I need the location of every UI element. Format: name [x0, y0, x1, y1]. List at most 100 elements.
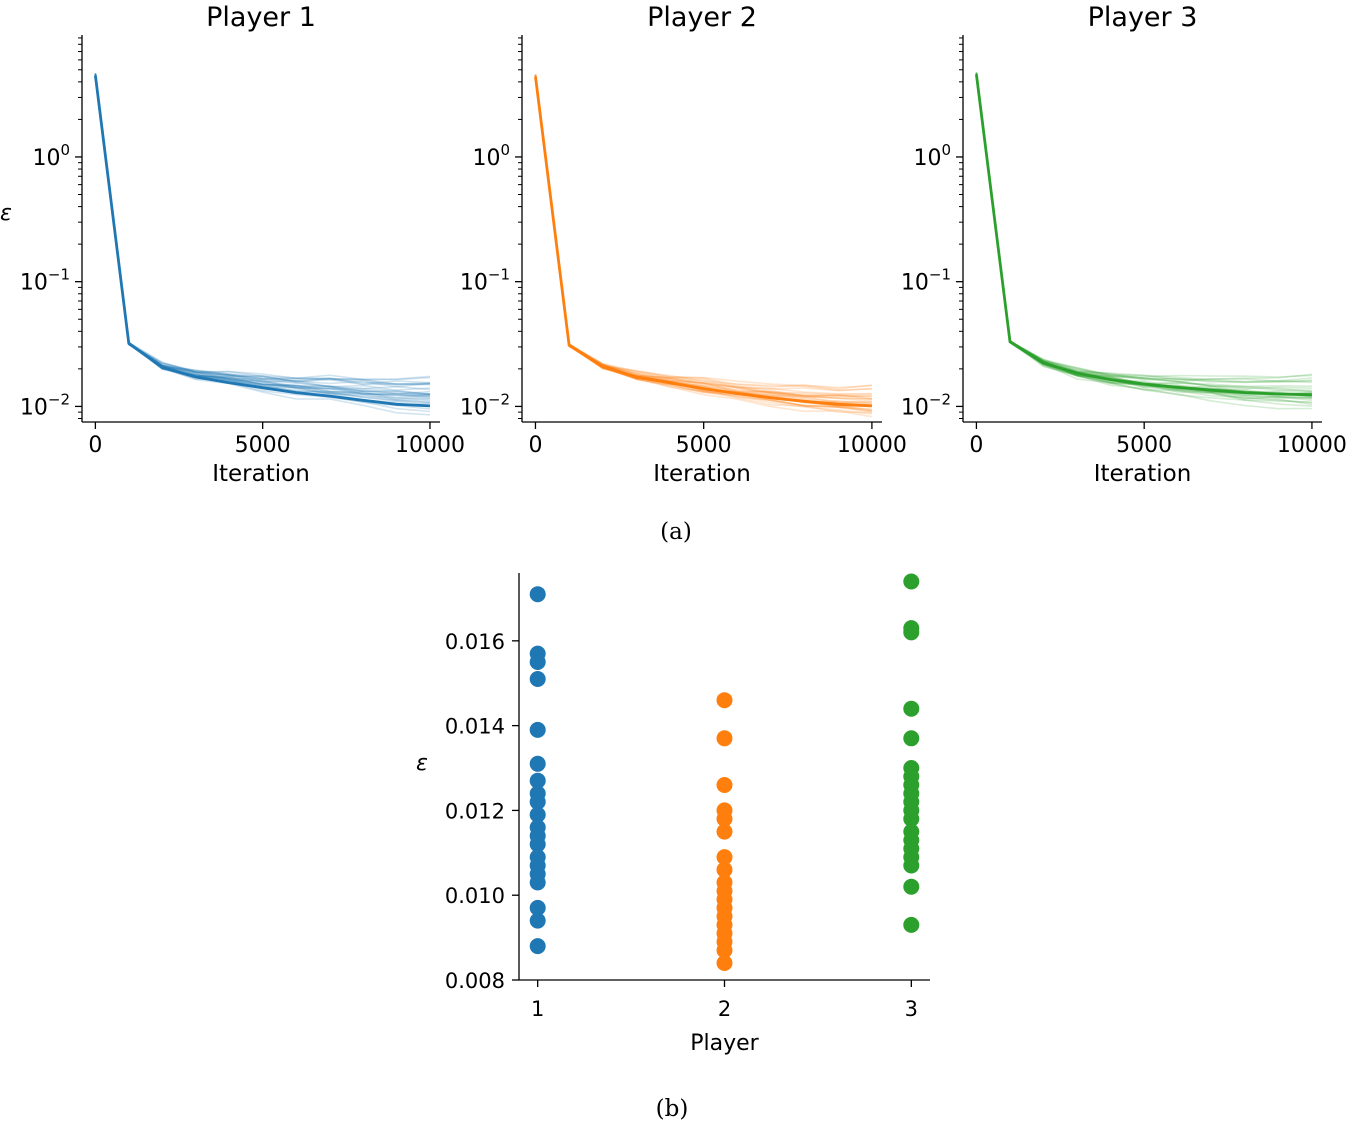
run-line: [94, 77, 431, 395]
y-tick-label: 0.008: [445, 969, 505, 993]
y-tick-label: 100: [913, 141, 951, 171]
x-axis-label: Iteration: [1094, 461, 1192, 487]
run-line: [94, 72, 431, 395]
run-line: [94, 74, 431, 395]
run-line: [94, 78, 431, 396]
run-line: [975, 75, 1312, 388]
line-chart-player-1: 100 10−1 10−2 0 5000 10000 Player 1 Iteration ε: [0, 2, 465, 487]
run-line: [94, 74, 431, 395]
run-line: [975, 75, 1312, 397]
caption-b: (b): [656, 1096, 689, 1122]
run-line: [975, 72, 1312, 399]
run-line: [975, 72, 1312, 397]
run-line: [534, 76, 872, 398]
y-tick-label: 10−2: [20, 390, 70, 420]
run-line: [534, 74, 873, 412]
scatter-point-player-1: [529, 755, 546, 772]
run-line: [534, 78, 872, 392]
run-line: [94, 74, 431, 397]
run-line: [534, 79, 872, 415]
run-line: [534, 74, 872, 403]
run-line: [94, 75, 431, 401]
scatter-point-player-1: [529, 772, 546, 789]
scatter-point-player-2: [716, 777, 733, 793]
run-line: [975, 73, 1312, 383]
scatter-point-player-2: [716, 810, 733, 827]
y-tick-label: 10−1: [901, 266, 951, 296]
scatter-point-player-2: [716, 692, 733, 709]
run-line: [975, 71, 1312, 390]
y-tick-label: 100: [472, 141, 510, 171]
run-line: [975, 74, 1312, 392]
mean-line: [975, 74, 1312, 397]
run-line: [975, 73, 1312, 395]
scatter-point-player-1: [529, 836, 546, 853]
chart-title: Player 2: [647, 2, 757, 33]
run-line: [94, 73, 431, 386]
run-line: [94, 74, 431, 413]
scatter-point-player-3: [903, 730, 920, 747]
y-tick-label: 0.016: [445, 630, 505, 654]
run-line: [94, 76, 431, 391]
run-line: [94, 73, 431, 386]
run-line: [534, 74, 872, 400]
run-line: [534, 75, 873, 418]
y-tick-label: 0.010: [445, 884, 505, 908]
run-line: [975, 74, 1312, 393]
run-line: [94, 74, 431, 381]
mean-line: [94, 75, 431, 408]
run-line: [975, 72, 1312, 410]
run-line: [94, 78, 431, 398]
scatter-point-player-3: [903, 878, 920, 895]
scatter-point-player-2: [716, 955, 733, 971]
x-tick-label: 0: [88, 433, 102, 458]
run-line: [94, 74, 431, 388]
run-line: [975, 74, 1312, 396]
x-tick-label: 10000: [395, 433, 465, 458]
scatter-point-player-1: [529, 721, 546, 738]
mean-line: [534, 76, 872, 408]
x-tick-label: 1: [531, 997, 544, 1021]
scatter-point-player-2: [716, 849, 733, 866]
run-line: [94, 73, 431, 385]
run-line: [534, 77, 872, 411]
run-line: [534, 74, 872, 401]
run-line: [94, 75, 431, 400]
y-axis-label: ε: [416, 751, 428, 776]
scatter-point-player-1: [529, 912, 546, 929]
caption-a: (a): [660, 519, 692, 545]
run-line: [94, 76, 431, 399]
x-tick-label: 3: [905, 997, 918, 1021]
scatter-point-player-3: [903, 916, 920, 933]
scatter-point-player-2: [716, 823, 733, 840]
x-tick-label: 5000: [1116, 433, 1172, 458]
chart-title: Player 1: [206, 2, 316, 33]
run-line: [534, 76, 872, 397]
chart-title: Player 3: [1088, 2, 1198, 33]
x-tick-label: 5000: [235, 433, 291, 458]
scatter-point-player-2: [716, 942, 733, 959]
x-tick-label: 0: [528, 433, 542, 458]
run-line: [534, 75, 872, 400]
y-axis-label: ε: [0, 201, 12, 226]
scatter-point-player-2: [716, 730, 733, 747]
y-tick-label: 10−2: [460, 390, 510, 420]
run-line: [975, 73, 1312, 398]
run-line: [94, 77, 431, 397]
run-line: [534, 76, 872, 396]
run-line: [975, 72, 1312, 381]
scatter-chart: 0.008 0.010 0.012 0.014 0.016 1 2 3 Player ε: [416, 573, 930, 1056]
run-line: [975, 74, 1312, 399]
x-tick-label: 2: [718, 997, 731, 1021]
y-tick-label: 10−1: [460, 266, 510, 296]
run-line: [94, 77, 431, 381]
run-line: [975, 74, 1312, 397]
x-tick-label: 0: [969, 433, 983, 458]
y-tick-label: 100: [32, 141, 70, 171]
scatter-point-player-1: [529, 874, 546, 891]
run-line: [975, 76, 1312, 396]
scatter-point-player-3: [903, 624, 920, 641]
run-line: [975, 76, 1312, 384]
y-tick-label: 10−1: [20, 266, 70, 296]
x-tick-label: 10000: [837, 433, 907, 458]
